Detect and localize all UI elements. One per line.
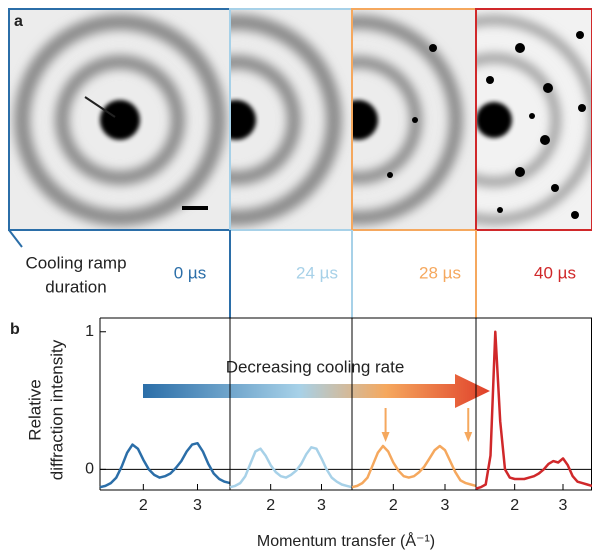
arrow xyxy=(143,374,490,408)
y-label: diffraction intensity xyxy=(47,339,66,480)
frame xyxy=(475,8,592,231)
x-tick-label: 2 xyxy=(389,497,398,514)
line-series xyxy=(229,446,353,489)
y-label: Relative xyxy=(25,379,44,440)
x-tick-label: 2 xyxy=(139,497,148,514)
line-series xyxy=(475,330,592,490)
image-2 xyxy=(352,8,476,230)
duration-label: 0 µs xyxy=(174,263,206,282)
image-0 xyxy=(8,8,230,230)
image-1 xyxy=(230,8,352,230)
line-series xyxy=(351,444,477,489)
x-tick-label: 2 xyxy=(510,497,519,514)
y-tick-label: 1 xyxy=(85,323,94,340)
line-series xyxy=(99,441,231,489)
duration-label: 40 µs xyxy=(534,263,576,282)
x-tick-label: 3 xyxy=(193,497,202,514)
connector xyxy=(8,229,23,248)
x-tick-label: 3 xyxy=(317,497,326,514)
duration-label: 24 µs xyxy=(296,263,338,282)
panel-label: b xyxy=(10,321,20,338)
x-tick-label: 3 xyxy=(441,497,450,514)
ramp-label: Cooling ramp xyxy=(25,253,126,272)
image-3 xyxy=(476,8,592,230)
duration-label: 28 µs xyxy=(419,263,461,282)
ramp-label: duration xyxy=(45,277,106,296)
panel-label: a xyxy=(14,13,23,30)
annotation: Decreasing cooling rate xyxy=(226,357,405,376)
y-tick-label: 0 xyxy=(85,461,94,478)
peak-arrow-head xyxy=(381,432,390,442)
peak-arrow-head xyxy=(464,432,473,442)
x-tick-label: 3 xyxy=(559,497,568,514)
x-label: Momentum transfer (Å⁻¹) xyxy=(257,531,435,550)
x-tick-label: 2 xyxy=(266,497,275,514)
